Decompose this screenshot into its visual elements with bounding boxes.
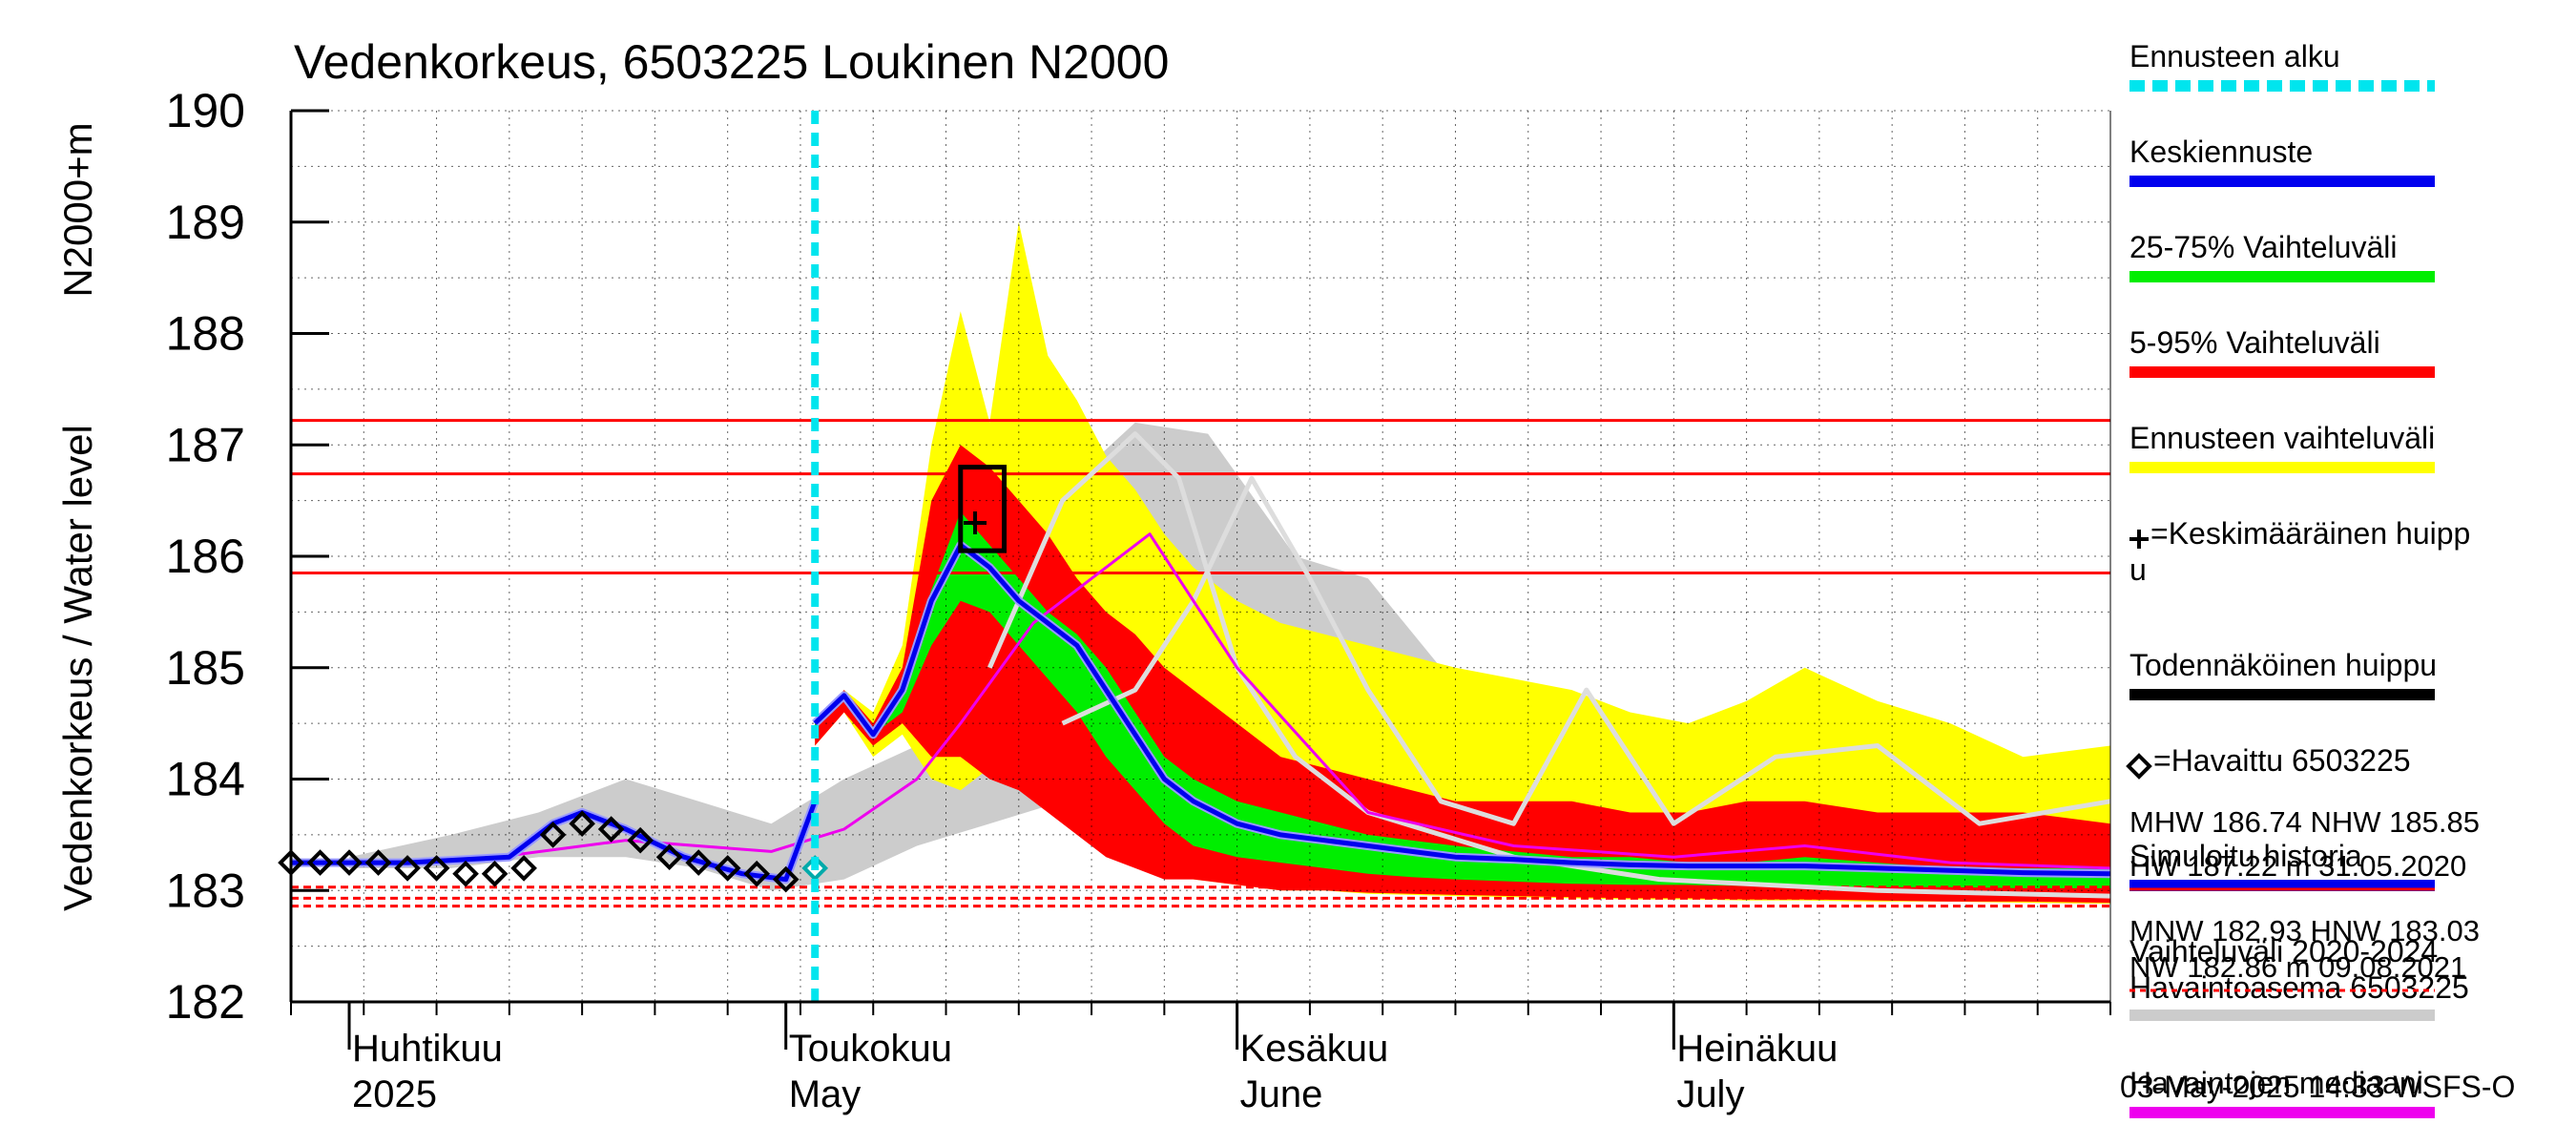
y-tick-label: 186 [166,530,245,583]
y-axis-label-primary: Vedenkorkeus / Water level [55,425,100,911]
y-tick-label: 184 [166,753,245,806]
observed-point [539,822,567,848]
mean-forecast-line [813,542,2111,877]
observed-point [394,855,421,882]
legend-label: Vaihteluväli 2020-2024 [2129,934,2438,968]
y-tick-label: 185 [166,641,245,695]
legend-label: Ennusteen vaihteluväli [2129,421,2435,455]
legend-label: Havaintojen mediaani [2129,1066,2423,1100]
legend-label-line2: Havaintoasema 6503225 [2129,970,2469,1005]
legend-label: =Keskimääräinen huipp [2150,516,2470,551]
observed-point [627,826,654,854]
x-month-label-en: July [1676,1073,1744,1115]
y-tick-label: 189 [166,196,245,249]
y-tick-label: 183 [166,864,245,917]
observed-point [510,855,537,882]
x-month-label-fi: Toukokuu [789,1028,952,1070]
mean-peak-marker [964,510,987,534]
legend-plus-icon [2129,530,2149,549]
legend-label: Todennäköinen huippu [2129,648,2437,682]
stats-line: NW 182.86 m 09.08.2021 [2129,950,2466,984]
observed-point [685,849,712,876]
observed-point [423,855,450,882]
probable-peak-box [958,465,1008,553]
band-layer [349,221,2111,905]
x-month-label-en: May [789,1073,862,1115]
legend-label: Keskiennuste [2129,135,2313,169]
x-month-label-en: 2025 [352,1073,437,1115]
y-axis-label-secondary: N2000+m [55,122,100,297]
observed-point [306,849,334,876]
stats-line: MHW 186.74 NHW 185.85 [2129,805,2480,839]
legend-label: Simuloitu historia [2129,839,2362,873]
observed-point [655,843,683,871]
legend-label: Ennusteen alku [2129,39,2340,73]
stats-line: MNW 182.93 HNW 183.03 [2129,914,2480,947]
legend-label: 5-95% Vaihteluväli [2129,325,2380,360]
band-25-75-vaihteluv-li [815,511,2111,888]
y-tick-label: 188 [166,307,245,361]
legend-label: 25-75% Vaihteluväli [2129,230,2397,264]
observed-point [714,855,741,882]
observed-point [569,810,595,838]
observed-point [364,849,392,876]
history-line-0 [987,431,2111,899]
chart-title: Vedenkorkeus, 6503225 Loukinen N2000 [294,35,1169,89]
footer-timestamp: 03-May-2025 14:33 WSFS-O [2120,1070,2515,1104]
stats-line: HW 187.22 m 31.05.2020 [2129,849,2466,883]
y-tick-label: 182 [166,975,245,1029]
history-line-1 [1061,475,2111,826]
legend-label: =Havaittu 6503225 [2153,743,2411,778]
observed-point [772,865,800,893]
observed-point [336,849,363,876]
x-month-label-en: June [1240,1073,1323,1115]
x-month-label-fi: Huhtikuu [352,1028,503,1070]
observed-point [597,816,625,843]
y-tick-label: 190 [166,84,245,137]
x-month-label-fi: Kesäkuu [1240,1028,1389,1070]
stats-block: MHW 186.74 NHW 185.85 HW 187.22 m 31.05.2… [2129,805,2480,992]
legend: Ennusteen alku Keskiennuste 25-75% Vaihtel… [2126,39,2470,1118]
legend-label-line2: u [2129,552,2147,587]
median-line [290,532,2111,870]
legend-diamond-icon [2126,753,2152,780]
line-layer [278,111,2111,1002]
x-month-label-fi: Heinäkuu [1676,1028,1838,1070]
observed-point [481,860,509,887]
observed-point [743,860,771,887]
observed-point [452,860,479,887]
y-tick-label: 187 [166,418,245,471]
